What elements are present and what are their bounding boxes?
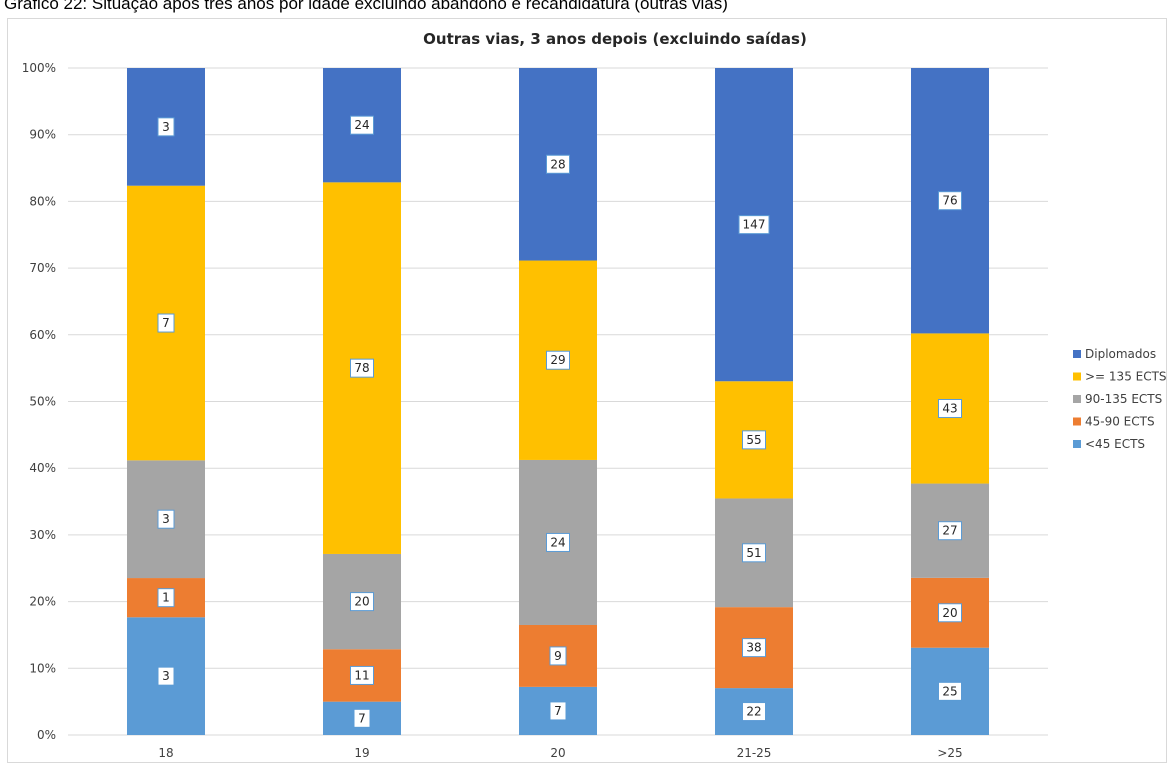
- data-label-box: [157, 588, 175, 608]
- data-label-box: [350, 665, 374, 685]
- y-axis-tick-labels: 0% 10% 20% 30% 40% 50% 60% 70% 80% 90% 100%: [22, 61, 56, 742]
- data-label: 11: [354, 668, 369, 682]
- y-tick-label: 0%: [37, 728, 56, 742]
- y-tick-label: 40%: [29, 461, 56, 475]
- data-label: 22: [746, 705, 761, 719]
- x-axis-tick-labels: 18 19 20 21-25 >25: [158, 746, 962, 760]
- y-tick-label: 100%: [22, 61, 56, 75]
- y-tick-label: 50%: [29, 395, 56, 409]
- data-label: 20: [942, 606, 957, 620]
- data-label: 3: [162, 669, 170, 683]
- legend-entry: >= 135 ECTS: [1085, 370, 1167, 384]
- y-tick-label: 30%: [29, 528, 56, 542]
- data-label-box: [938, 521, 962, 541]
- data-label: 7: [358, 711, 366, 725]
- data-label-box: [742, 543, 766, 563]
- y-tick-label: 70%: [29, 261, 56, 275]
- data-label-box: [353, 708, 371, 728]
- data-label-box: [938, 398, 962, 418]
- data-label-box: [549, 701, 567, 721]
- legend-entry: 45-90 ECTS: [1085, 415, 1155, 429]
- y-tick-label: 80%: [29, 194, 56, 208]
- data-label-box: [742, 638, 766, 658]
- legend-swatch: [1073, 395, 1081, 403]
- data-label: 38: [746, 641, 761, 655]
- data-label: 78: [354, 361, 369, 375]
- legend-entry: <45 ECTS: [1085, 437, 1145, 451]
- data-label-box: [350, 358, 374, 378]
- data-label-box: [157, 117, 175, 137]
- data-label: 76: [942, 194, 957, 208]
- bars: 3 1 3 7 3 7 11 20 78 24 7 9 24 29 28 22 38 51 55 147 25 20 27 4…: [127, 68, 989, 735]
- data-label: 1: [162, 591, 170, 605]
- data-label: 3: [162, 512, 170, 526]
- data-label-box: [546, 154, 570, 174]
- data-label: 3: [162, 120, 170, 134]
- x-tick-label: 18: [158, 746, 173, 760]
- data-label: 7: [162, 316, 170, 330]
- data-label-box: [350, 115, 374, 135]
- data-label-box: [546, 350, 570, 370]
- y-tick-label: 20%: [29, 595, 56, 609]
- data-label-box: [546, 532, 570, 552]
- figure-caption: Gráfico 22: Situação após três anos por …: [4, 0, 728, 13]
- data-label: 147: [743, 218, 766, 232]
- data-label: 24: [354, 118, 369, 132]
- data-label: 28: [550, 157, 565, 171]
- data-label: 51: [746, 546, 761, 560]
- data-label-box: [742, 430, 766, 450]
- data-label-box: [738, 215, 770, 235]
- data-label: 55: [746, 433, 761, 447]
- chart-title: Outras vias, 3 anos depois (excluindo sa…: [423, 30, 807, 48]
- data-label: 24: [550, 535, 565, 549]
- data-label: 9: [554, 649, 562, 663]
- legend-swatch: [1073, 417, 1081, 426]
- data-label-box: [157, 509, 175, 529]
- legend-entry: Diplomados: [1085, 347, 1156, 361]
- data-label-box: [157, 313, 175, 333]
- y-tick-label: 60%: [29, 328, 56, 342]
- data-label-box: [742, 702, 766, 722]
- legend-swatch: [1073, 372, 1081, 381]
- y-tick-label: 10%: [29, 661, 56, 675]
- data-label-box: [938, 191, 962, 211]
- data-label-box: [938, 681, 962, 701]
- data-label: 7: [554, 704, 562, 718]
- data-label-box: [549, 646, 567, 666]
- y-tick-label: 90%: [29, 128, 56, 142]
- data-label: 25: [942, 684, 957, 698]
- data-label-box: [157, 666, 175, 686]
- legend-entry: 90-135 ECTS: [1085, 392, 1162, 406]
- data-label: 43: [942, 401, 957, 415]
- data-label-box: [350, 592, 374, 612]
- legend: Diplomados >= 135 ECTS 90-135 ECTS 45-90 EC…: [1073, 347, 1167, 451]
- x-tick-label: 21-25: [737, 746, 772, 760]
- x-tick-label: >25: [937, 746, 962, 760]
- x-tick-label: 19: [354, 746, 369, 760]
- legend-swatch: [1073, 350, 1081, 358]
- data-label-box: [938, 603, 962, 623]
- data-label: 20: [354, 595, 369, 609]
- data-label: 29: [550, 353, 565, 367]
- x-tick-label: 20: [550, 746, 565, 760]
- legend-swatch: [1073, 440, 1081, 448]
- data-label: 27: [942, 524, 957, 538]
